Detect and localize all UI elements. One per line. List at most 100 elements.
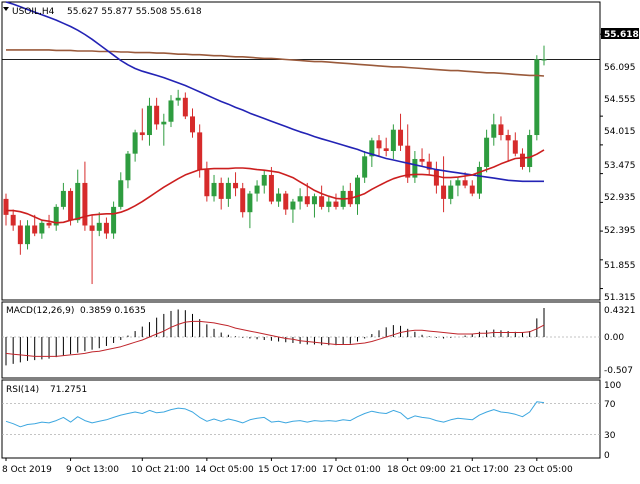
rsi-title: RSI(14) [6,385,39,395]
macd-tick-min: -0.507 [604,366,633,376]
candle-bull [53,206,59,226]
candle-bear [505,135,511,141]
candle-bull [211,182,217,197]
rsi-pane-frame [1,379,601,459]
rsi-tick-100: 100 [604,381,621,391]
price-tick-56095: 56.095 [604,63,636,73]
time-tick-6: 18 Oct 09:00 [387,465,446,475]
time-tick-8: 23 Oct 05:00 [514,465,573,475]
candle-bull [311,196,317,205]
time-tick-5: 17 Oct 01:00 [322,465,381,475]
macd-tick-zero: 0.00 [604,333,624,343]
candle-bull [484,137,490,167]
macd-signal-line [5,320,545,357]
candle-bear [512,140,518,154]
candle-bull [448,185,454,199]
time-tick-2: 10 Oct 21:00 [131,465,190,475]
candle-bear [17,225,23,245]
macd-title: MACD(12,26,9) [6,306,74,316]
candle-bull [476,166,482,194]
candle-bull [254,185,260,194]
price-tick-54015: 54.015 [604,127,636,137]
macd-pane-frame [1,301,601,379]
candle-bull [390,129,396,151]
candle-bear [519,153,525,167]
candle-bull [225,182,231,199]
candle-bear [10,214,16,226]
header-dropdown-icon[interactable] [3,7,9,11]
candle-bull [326,201,332,207]
candle-bull [75,182,81,221]
candle-bear [46,222,52,226]
candle-bear [398,129,404,146]
candle-bull [161,121,167,125]
candle-bear [240,188,246,213]
price-tick-53475: 53.475 [604,161,636,171]
macd-values: 0.3859 0.1635 [80,306,146,316]
candle-bull [491,124,497,138]
candle-bear [405,145,411,178]
rsi-tick-70: 70 [604,400,616,410]
ma-fast-line [6,149,545,224]
candle-bull [168,100,174,122]
candle-bear [319,196,325,207]
candle-bear [469,185,475,194]
price-tick-52935: 52.935 [604,193,636,203]
ma-slow-line [5,1,544,183]
candle-bull [455,180,461,186]
candle-bull [541,59,547,61]
candle-bear [82,182,88,226]
candle-bull [412,158,418,178]
candle-bear [419,158,425,162]
candle-bear [182,97,188,117]
candle-bull [534,59,540,136]
time-tick-7: 21 Oct 17:00 [450,465,509,475]
candle-bull [297,196,303,202]
candle-bear [383,148,389,151]
candle-bear [462,180,468,186]
current-price-label: 55.618 [604,30,639,40]
rsi-line [5,401,545,428]
candle-bear [426,161,432,170]
rsi-tick-0: 0 [604,451,610,461]
candle-bear [103,222,109,234]
candle-bear [233,182,239,189]
current-price-badge [601,28,639,39]
rsi-tick-30: 30 [604,431,616,441]
candle-bull [175,97,181,101]
candle-bull [146,105,152,136]
price-tick-51315: 51.315 [604,293,636,303]
price-tick-52395: 52.395 [604,226,636,236]
candle-bear [218,182,224,199]
candle-bear [32,225,38,234]
ohlc-label: 55.627 55.877 55.508 55.618 [67,7,202,17]
time-tick-4: 15 Oct 17:00 [258,465,317,475]
candle-bull [132,132,138,154]
candle-bull [290,201,296,210]
ma-long-line [6,49,545,77]
candle-bear [268,174,274,202]
time-tick-1: 9 Oct 13:00 [66,465,119,475]
candle-bear [190,116,196,133]
time-tick-3: 14 Oct 05:00 [195,465,254,475]
candle-bear [333,201,339,207]
candle-bull [247,193,253,213]
candle-bull [261,174,267,186]
candle-bull [125,153,131,181]
candle-bear [89,225,95,231]
candle-bear [3,198,9,215]
candle-bull [118,180,124,207]
candle-bear [433,169,439,186]
candle-bull [369,140,375,157]
candle-bull [25,225,31,245]
macd-tick-max: 0.4321 [604,306,636,316]
candle-bear [139,132,145,136]
symbol-label: USOIL,H4 [12,7,55,17]
candle-bear [304,196,310,205]
candle-bear [154,105,160,125]
price-pane-frame [1,1,601,301]
candle-bull [111,206,117,234]
candle-bear [204,169,210,197]
